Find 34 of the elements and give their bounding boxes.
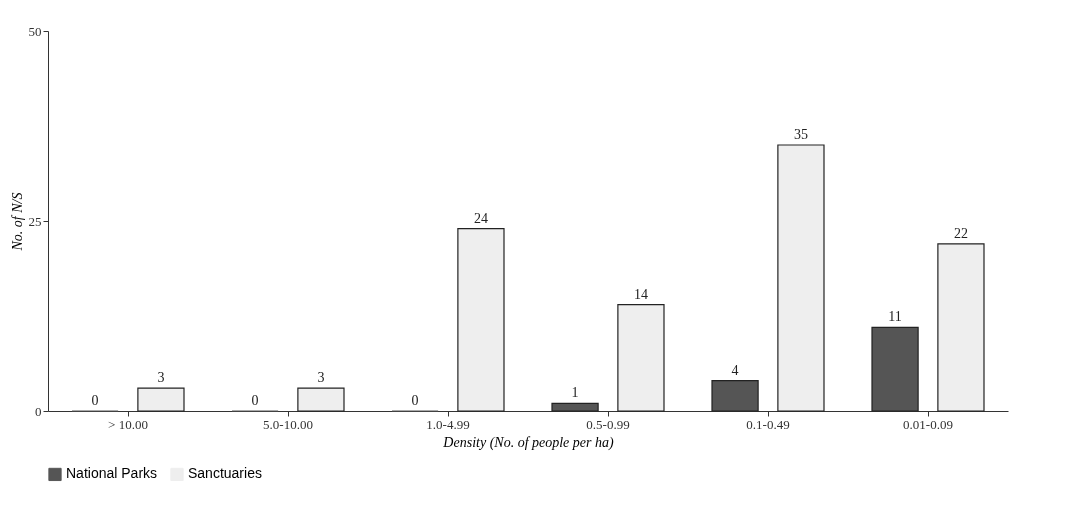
data-label: 35 xyxy=(793,127,808,142)
x-tick-label: 5.0-10.00 xyxy=(263,416,313,432)
bar xyxy=(617,304,665,412)
data-label: 24 xyxy=(473,210,488,226)
bar xyxy=(551,402,599,412)
data-label: 14 xyxy=(633,286,648,302)
data-label: 3 xyxy=(157,370,165,386)
bar xyxy=(871,326,919,412)
data-label: 0 xyxy=(251,393,259,408)
bar xyxy=(297,387,345,412)
x-tick-label: 0.5-0.99 xyxy=(586,416,630,432)
data-label: 0 xyxy=(91,393,99,408)
data-label: 4 xyxy=(731,362,739,378)
bar xyxy=(137,387,185,412)
legend-label: Sanctuaries xyxy=(188,465,262,482)
legend-label: National Parks xyxy=(66,465,158,482)
x-tick-label: > 10.00 xyxy=(108,416,148,432)
y-axis-title: No. of N/S xyxy=(9,192,25,252)
data-label: 3 xyxy=(317,370,325,386)
data-label: 1 xyxy=(571,385,579,401)
x-tick-label: 1.0-4.99 xyxy=(426,416,470,432)
x-axis-title: Density (No. of people per ha) xyxy=(442,434,614,451)
x-tick-label: 0.01-0.09 xyxy=(903,416,953,432)
y-tick-label: 25 xyxy=(28,213,42,229)
bar xyxy=(711,380,759,412)
data-label: 22 xyxy=(953,225,968,241)
data-label: 11 xyxy=(888,309,902,325)
bar xyxy=(457,228,505,412)
data-label: 0 xyxy=(411,393,419,408)
bar xyxy=(777,144,825,412)
bar xyxy=(937,243,985,412)
x-tick-label: 0.1-0.49 xyxy=(746,416,790,432)
y-tick-label: 0 xyxy=(35,403,42,419)
y-tick-label: 50 xyxy=(28,23,42,39)
